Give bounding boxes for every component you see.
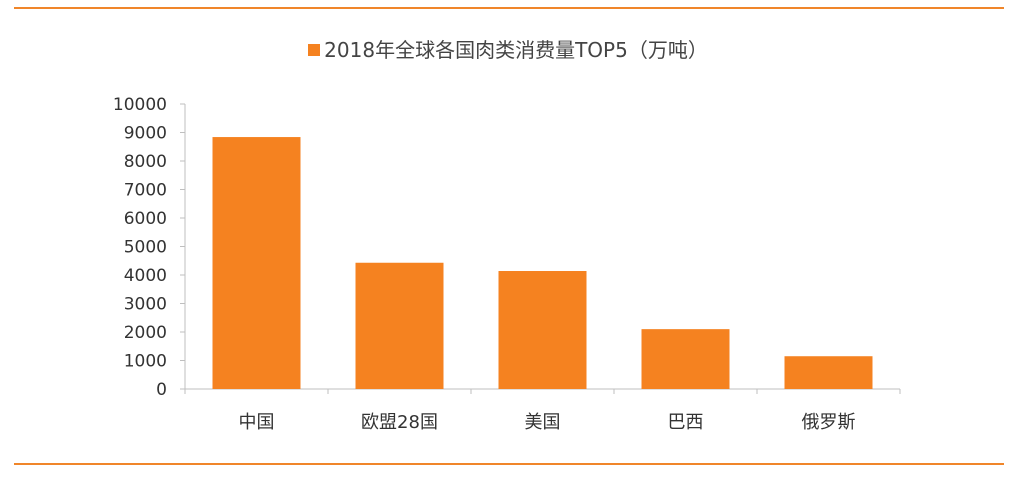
bar-4 <box>641 329 730 389</box>
y-tick-label: 1000 <box>124 352 167 372</box>
bar-3 <box>498 271 587 389</box>
bar-5 <box>784 356 873 389</box>
x-category-label: 巴西 <box>668 412 704 433</box>
y-tick-label: 10000 <box>113 95 167 115</box>
x-category-label: 欧盟28国 <box>361 412 438 433</box>
legend-swatch <box>308 44 321 56</box>
bar-2 <box>355 262 444 389</box>
chart-legend: 2018年全球各国肉类消费量TOP5（万吨） <box>0 34 1016 63</box>
top-divider <box>14 7 1004 9</box>
x-category-label: 美国 <box>525 412 561 433</box>
bottom-divider <box>14 463 1004 465</box>
y-tick-label: 3000 <box>124 295 167 315</box>
y-tick-label: 6000 <box>124 209 167 229</box>
bar-1 <box>212 137 301 389</box>
x-category-label: 俄罗斯 <box>802 412 856 433</box>
y-tick-label: 7000 <box>124 181 167 201</box>
y-tick-label: 5000 <box>124 238 167 258</box>
legend-label: 2018年全球各国肉类消费量TOP5（万吨） <box>324 38 708 62</box>
y-tick-label: 2000 <box>124 323 167 343</box>
x-category-label: 中国 <box>239 412 275 433</box>
y-tick-label: 8000 <box>124 152 167 172</box>
y-tick-label: 4000 <box>124 266 167 286</box>
y-tick-label: 9000 <box>124 124 167 144</box>
y-tick-label: 0 <box>156 380 167 400</box>
